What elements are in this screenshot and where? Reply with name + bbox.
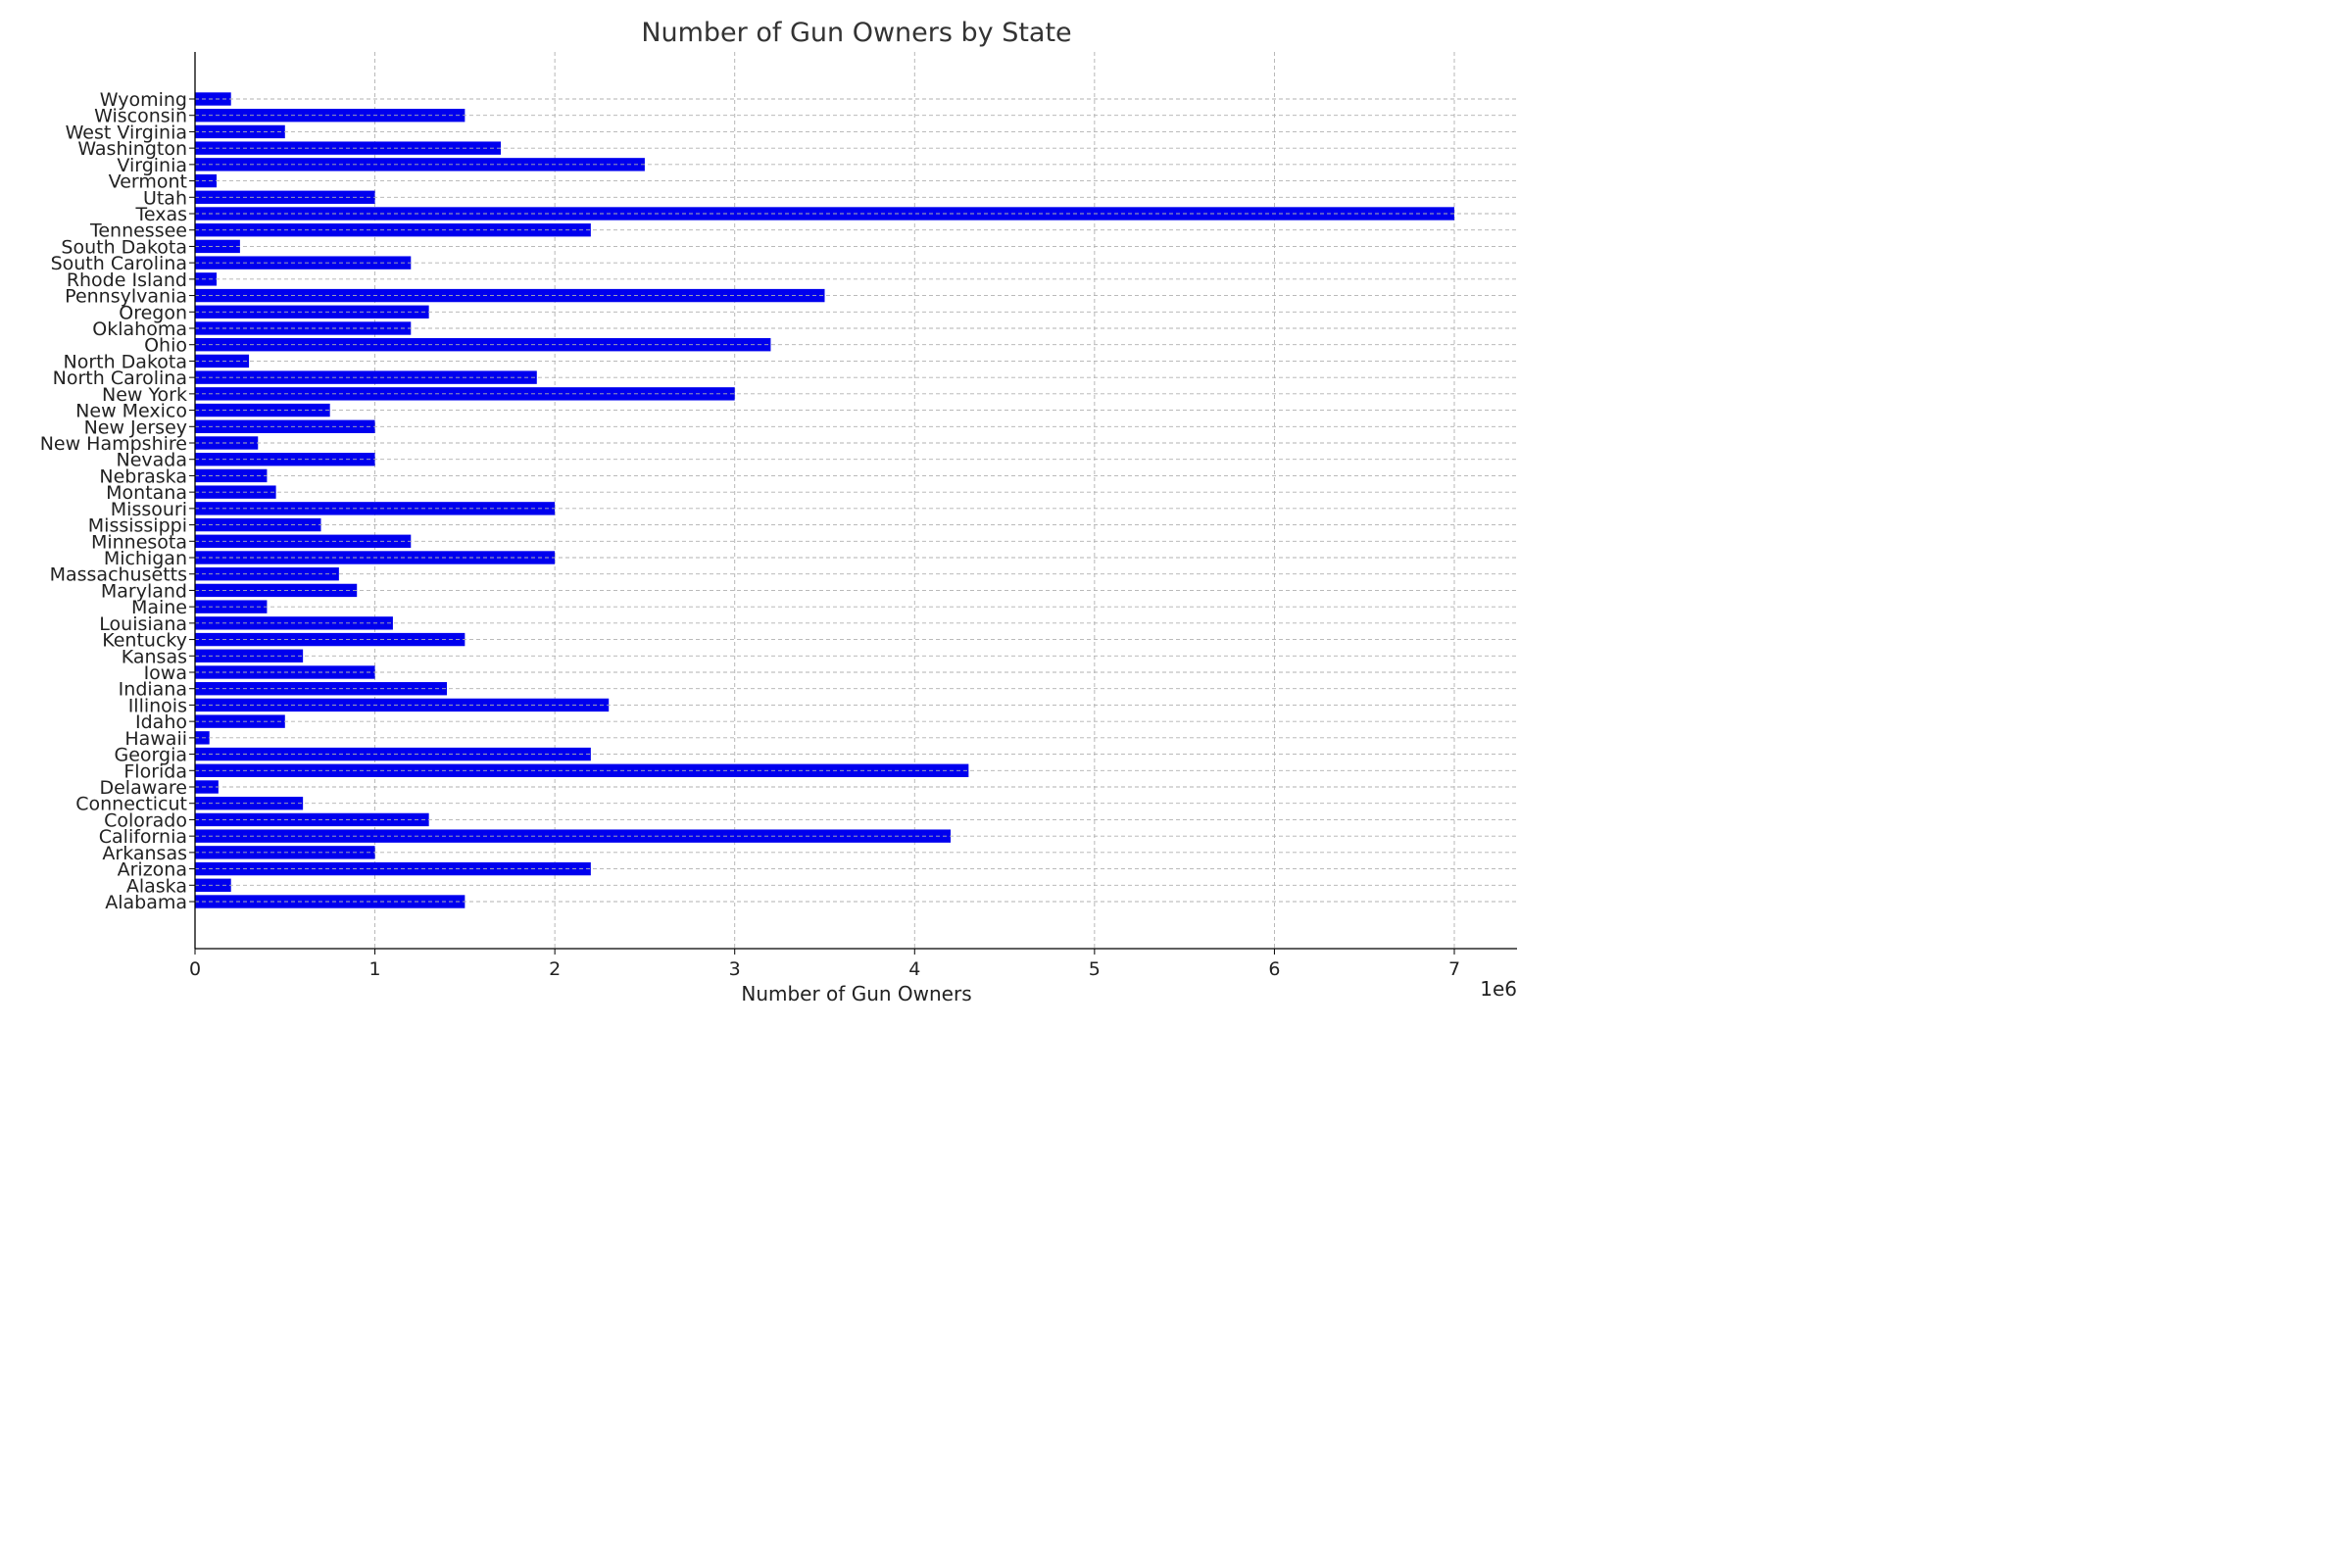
y-tick-label: Ohio	[144, 335, 187, 357]
x-tick-label: 2	[549, 958, 561, 980]
y-tick-label: Kansas	[122, 646, 187, 667]
x-tick-label: 1	[369, 958, 381, 980]
bar	[195, 109, 466, 122]
y-tick-label: Texas	[134, 204, 187, 225]
y-tick-label: New Jersey	[84, 416, 187, 438]
y-tick-label: Georgia	[115, 745, 188, 766]
y-tick-label: Virginia	[117, 155, 187, 176]
y-tick-label: Hawaii	[124, 728, 187, 750]
y-tick-label: Wyoming	[100, 89, 187, 111]
x-tick-label: 4	[908, 958, 920, 980]
bar	[195, 861, 591, 876]
y-tick-label: Louisiana	[99, 613, 187, 635]
chart-title: Number of Gun Owners by State	[641, 18, 1071, 48]
bar-layer	[195, 92, 1454, 908]
bar	[195, 288, 825, 303]
bar	[195, 583, 358, 598]
y-tick-label: Kentucky	[102, 630, 187, 652]
y-tick-label: Missouri	[111, 499, 187, 520]
y-tick-label: Massachusetts	[50, 564, 187, 586]
x-tick-label: 7	[1448, 958, 1460, 980]
bar	[195, 895, 466, 908]
bar	[195, 485, 276, 499]
x-tick-labels: 0 1 2 3 4 5 6 7	[189, 958, 1460, 980]
y-tick-label: Oregon	[119, 302, 187, 323]
x-offset-label: 1e6	[1480, 977, 1517, 1001]
y-tick-label: Oklahoma	[92, 318, 187, 340]
x-tick-label: 5	[1089, 958, 1101, 980]
bar	[195, 272, 218, 286]
y-tick-label: Minnesota	[91, 531, 187, 553]
chart-root: Number of Gun Owners by State Alabama Ala…	[0, 0, 1537, 1024]
bar	[195, 321, 412, 335]
bar	[195, 403, 330, 417]
y-tick-label: West Virginia	[66, 122, 187, 143]
y-tick-label: Montana	[106, 482, 187, 504]
bar	[195, 354, 250, 368]
y-tick-label: South Carolina	[51, 253, 187, 274]
y-tick-label: Connecticut	[75, 794, 187, 815]
x-tick-label: 6	[1268, 958, 1280, 980]
y-tick-labels: AlabamaAlaskaArizonaArkansasCaliforniaCo…	[40, 89, 187, 913]
x-tick-label: 3	[729, 958, 741, 980]
x-tick-label: 0	[189, 958, 201, 980]
y-tick-label: Nevada	[117, 450, 188, 471]
bar	[195, 223, 591, 237]
y-tick-label: Washington	[77, 138, 187, 160]
bar	[195, 649, 304, 662]
bar	[195, 436, 259, 450]
bar	[195, 747, 591, 761]
bar	[195, 207, 1454, 220]
y-tick-label: Delaware	[99, 777, 187, 799]
y-tick-label: Florida	[123, 760, 187, 782]
y-tick-label: Wisconsin	[94, 106, 187, 127]
x-axis-label: Number of Gun Owners	[741, 982, 971, 1005]
bar	[195, 173, 218, 188]
y-tick-label: Michigan	[104, 548, 187, 569]
bar	[195, 92, 231, 106]
y-tick-label: Maine	[131, 597, 187, 618]
bar-chart: Number of Gun Owners by State AlabamaAla…	[40, 18, 1517, 1005]
y-tick-label: Alabama	[105, 892, 187, 913]
overlay-grid-layer	[195, 98, 1517, 903]
bar	[195, 158, 645, 172]
y-tick-label: Illinois	[128, 695, 187, 716]
y-tick-label: Arkansas	[102, 843, 187, 864]
y-tick-label: Tennessee	[89, 220, 187, 242]
y-tick-label: Vermont	[109, 172, 187, 193]
bar	[195, 780, 219, 794]
bar	[195, 797, 304, 810]
bar	[195, 370, 537, 384]
y-tick-label: Indiana	[119, 679, 187, 701]
y-tick-label: New Mexico	[75, 401, 187, 422]
bar	[195, 256, 412, 270]
y-tick-label: Arizona	[118, 859, 187, 881]
bar	[195, 338, 771, 352]
y-tick-label: New Hampshire	[40, 433, 187, 455]
y-tick-label: Pennsylvania	[65, 286, 187, 308]
y-tick-label: Rhode Island	[67, 270, 187, 291]
bar	[195, 534, 412, 548]
y-tick-label: New York	[102, 384, 187, 406]
y-tick-label: Mississippi	[88, 515, 187, 537]
y-tick-label: South Dakota	[61, 236, 187, 258]
y-tick-label: Alaska	[126, 875, 187, 897]
y-tick-label: California	[99, 826, 187, 848]
y-tick-label: Iowa	[144, 662, 187, 684]
y-tick-label: North Carolina	[53, 368, 187, 389]
y-tick-label: Idaho	[135, 711, 187, 733]
axis-layer	[189, 52, 1517, 955]
bar	[195, 878, 231, 892]
y-tick-label: Utah	[143, 187, 187, 209]
y-tick-label: North Dakota	[64, 351, 188, 372]
y-tick-label: Nebraska	[99, 466, 187, 487]
y-tick-label: Colorado	[104, 809, 187, 831]
grid-layer	[374, 52, 1455, 949]
bar	[195, 632, 466, 647]
y-tick-label: Maryland	[101, 580, 187, 602]
